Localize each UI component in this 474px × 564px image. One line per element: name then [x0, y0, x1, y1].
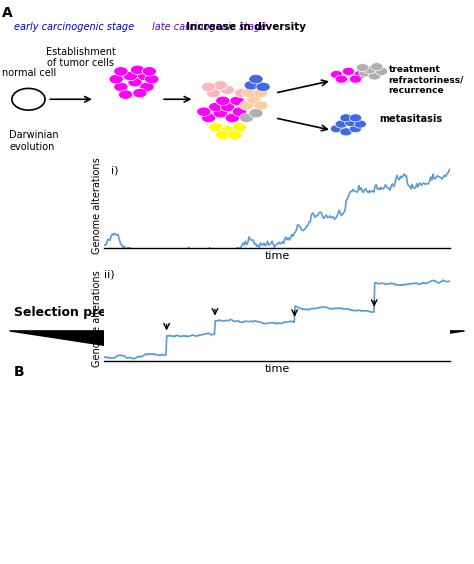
Circle shape	[201, 82, 216, 91]
Circle shape	[201, 113, 216, 122]
Circle shape	[220, 126, 235, 135]
Circle shape	[235, 89, 249, 98]
Circle shape	[213, 81, 228, 90]
Circle shape	[114, 67, 128, 76]
Circle shape	[354, 70, 366, 78]
Text: Increase in diversity: Increase in diversity	[186, 21, 307, 32]
Circle shape	[209, 103, 223, 112]
Text: Selection pressure: Selection pressure	[14, 306, 145, 319]
Circle shape	[254, 89, 268, 98]
Circle shape	[335, 75, 347, 83]
Text: Establishment
of tumor cells: Establishment of tumor cells	[46, 47, 116, 68]
Circle shape	[342, 67, 355, 76]
Text: A: A	[2, 6, 13, 20]
Circle shape	[213, 108, 228, 118]
Circle shape	[364, 66, 376, 74]
Text: treatment
refractoriness/
recurrence: treatment refractoriness/ recurrence	[389, 65, 464, 95]
Circle shape	[254, 101, 268, 110]
Circle shape	[239, 113, 254, 122]
Polygon shape	[9, 331, 465, 360]
Circle shape	[330, 125, 343, 133]
Circle shape	[123, 72, 137, 81]
Text: Darwinian
evolution: Darwinian evolution	[9, 130, 59, 152]
Circle shape	[216, 130, 230, 140]
Circle shape	[230, 96, 244, 105]
Circle shape	[249, 74, 263, 84]
Circle shape	[371, 63, 383, 70]
Circle shape	[340, 128, 352, 136]
Circle shape	[216, 96, 230, 105]
Circle shape	[359, 69, 371, 77]
Text: B: B	[14, 365, 25, 379]
X-axis label: time: time	[264, 364, 290, 374]
Circle shape	[133, 89, 147, 98]
Circle shape	[244, 81, 258, 90]
Text: metasitasis: metasitasis	[379, 114, 442, 125]
Circle shape	[118, 90, 133, 99]
Circle shape	[206, 89, 220, 98]
Circle shape	[232, 107, 246, 116]
Circle shape	[354, 120, 366, 128]
Text: i): i)	[111, 165, 118, 175]
Circle shape	[228, 130, 242, 140]
Circle shape	[209, 122, 223, 132]
Circle shape	[330, 70, 343, 78]
Circle shape	[349, 125, 362, 133]
Y-axis label: Genome alterations: Genome alterations	[91, 270, 101, 367]
Text: early carcinogenic stage: early carcinogenic stage	[14, 21, 134, 32]
Text: late carcinogenic stage: late carcinogenic stage	[152, 21, 266, 32]
Circle shape	[225, 113, 239, 122]
Circle shape	[130, 65, 145, 74]
Circle shape	[239, 101, 254, 110]
Circle shape	[232, 122, 246, 132]
Y-axis label: Genome alterations: Genome alterations	[91, 157, 101, 254]
Circle shape	[345, 118, 357, 126]
Circle shape	[375, 67, 388, 76]
Circle shape	[335, 120, 347, 128]
Circle shape	[340, 114, 352, 122]
Circle shape	[349, 75, 362, 83]
Circle shape	[114, 82, 128, 91]
Circle shape	[256, 82, 270, 91]
Circle shape	[249, 108, 263, 118]
Circle shape	[246, 95, 261, 104]
Circle shape	[145, 74, 159, 84]
Circle shape	[220, 85, 235, 95]
Circle shape	[220, 103, 235, 112]
Circle shape	[142, 67, 156, 76]
Circle shape	[349, 114, 362, 122]
Circle shape	[137, 72, 152, 81]
Circle shape	[242, 89, 256, 98]
Circle shape	[356, 64, 369, 72]
Circle shape	[128, 77, 142, 87]
Text: ii): ii)	[104, 270, 115, 280]
Circle shape	[140, 82, 154, 91]
X-axis label: time: time	[264, 251, 290, 261]
Text: normal cell: normal cell	[2, 68, 56, 78]
Circle shape	[197, 107, 211, 116]
Circle shape	[109, 74, 123, 84]
Circle shape	[368, 72, 381, 80]
